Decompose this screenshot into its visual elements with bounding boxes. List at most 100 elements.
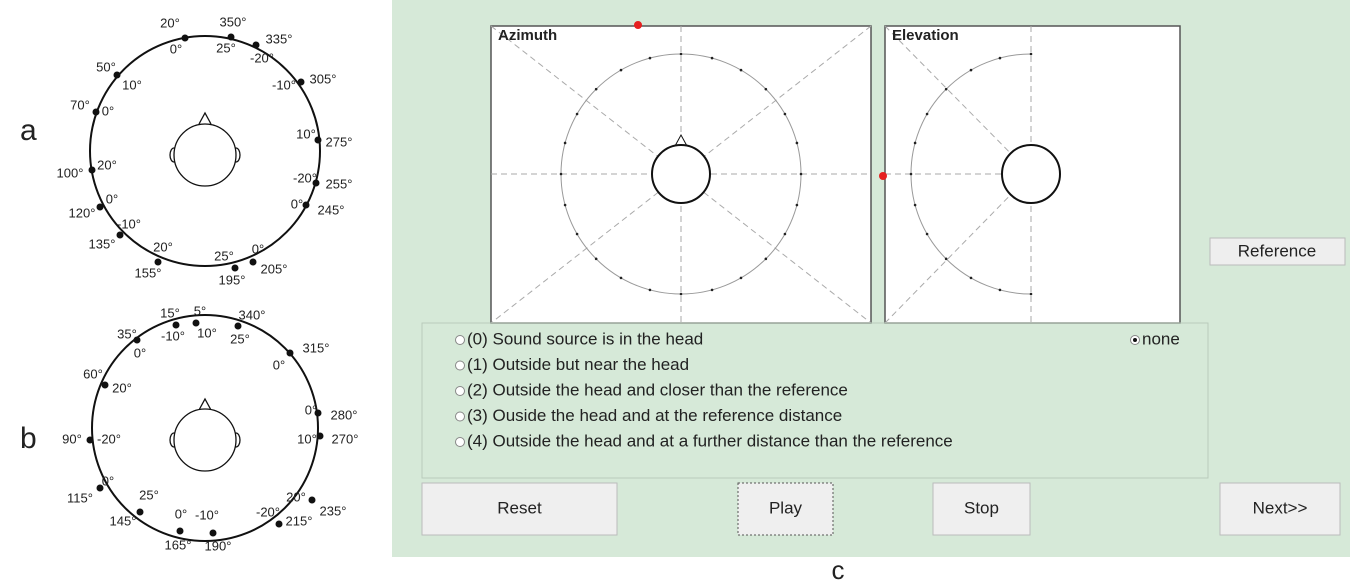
option-label[interactable]: (1) Outside but near the head: [467, 355, 689, 374]
ring-tick: [739, 276, 743, 280]
option-label[interactable]: (3) Ouside the head and at the reference…: [467, 406, 842, 425]
elevation-label: 25°: [216, 40, 236, 55]
azimuth-label: 20°: [160, 15, 180, 30]
azimuth-label: 245°: [318, 202, 345, 217]
speaker-dot: [181, 34, 189, 42]
elevation-label: 0°: [134, 345, 146, 360]
elevation-label: 0°: [291, 196, 303, 211]
radio[interactable]: [455, 360, 465, 371]
speaker-ring: [89, 35, 321, 267]
azimuth-label: 215°: [286, 513, 313, 528]
azimuth-plot: [490, 21, 872, 324]
speaker-dot: [88, 166, 96, 174]
ring-tick: [619, 68, 623, 72]
ring-tick: [799, 172, 803, 176]
azimuth-label: 90°: [62, 431, 82, 446]
ring-tick: [559, 172, 563, 176]
speaker-dot: [308, 496, 316, 504]
ring-tick: [594, 257, 598, 261]
speaker-dot: [312, 179, 320, 187]
elevation-label: 0°: [106, 191, 118, 206]
reference-button[interactable]: [1209, 237, 1346, 266]
elevation-label: -10°: [161, 328, 185, 343]
ring-tick: [1029, 292, 1033, 296]
azimuth-label: 70°: [70, 97, 90, 112]
button-label[interactable]: Next>>: [1253, 498, 1308, 517]
button[interactable]: [737, 482, 834, 536]
button[interactable]: [932, 482, 1031, 536]
ring-tick: [998, 288, 1002, 292]
button-label[interactable]: Reset: [497, 498, 542, 517]
radio[interactable]: [455, 335, 465, 345]
elevation-label: 0°: [170, 41, 182, 56]
elevation-label: 25°: [214, 248, 234, 263]
ring-tick: [1029, 52, 1033, 56]
azimuth-label: 100°: [57, 165, 84, 180]
azimuth-label: 205°: [261, 261, 288, 276]
azimuth-label: 255°: [326, 176, 353, 191]
ring-tick: [648, 56, 652, 60]
azimuth-label: 270°: [332, 431, 359, 446]
elevation-label: -10°: [195, 507, 219, 522]
radio[interactable]: [455, 411, 465, 422]
speaker-dot: [101, 381, 109, 389]
elevation-label: 25°: [230, 331, 250, 346]
elevation-label: 20°: [112, 380, 132, 395]
ring-tick: [925, 112, 929, 116]
ring-tick: [969, 276, 973, 280]
ring-tick: [913, 141, 917, 145]
radio[interactable]: [455, 437, 465, 447]
elevation-plot: [879, 25, 1181, 324]
azimuth-label: 315°: [303, 340, 330, 355]
azimuth-label: 235°: [320, 503, 347, 518]
button[interactable]: [1219, 482, 1341, 536]
speaker-dot: [86, 436, 94, 444]
azimuth-label: 155°: [135, 265, 162, 280]
ring-tick: [679, 292, 683, 296]
ring-tick: [739, 68, 743, 72]
ring-tick: [594, 87, 598, 91]
speaker-dot: [209, 529, 217, 537]
ring-tick: [764, 87, 768, 91]
option-label[interactable]: (2) Outside the head and closer than the…: [467, 380, 848, 399]
speaker-dot: [192, 319, 200, 327]
speaker-dot: [302, 201, 310, 209]
elevation-label: 0°: [305, 402, 317, 417]
azimuth-label: 195°: [219, 272, 246, 287]
azimuth-label: 135°: [89, 236, 116, 251]
option-label[interactable]: none: [1142, 329, 1180, 348]
button-label[interactable]: Reference: [1238, 241, 1316, 260]
panel-letter: b: [20, 422, 37, 455]
azimuth-label: 120°: [69, 205, 96, 220]
ring-tick: [944, 257, 948, 261]
speaker-dot: [154, 258, 162, 266]
speaker-dot: [227, 33, 235, 41]
option-label[interactable]: (0) Sound source is in the head: [467, 329, 703, 348]
ring-tick: [710, 56, 714, 60]
speaker-ring: [91, 314, 319, 542]
option-label[interactable]: (4) Outside the head and at a further di…: [467, 431, 953, 450]
elevation-label: 25°: [139, 487, 159, 502]
ring-tick: [998, 56, 1002, 60]
azimuth-label: 340°: [239, 307, 266, 322]
button[interactable]: [421, 482, 618, 536]
elevation-label: -10°: [117, 216, 141, 231]
button-label[interactable]: Play: [769, 498, 803, 517]
speaker-dot: [297, 78, 305, 86]
azimuth-label: 190°: [205, 538, 232, 553]
ring-tick: [563, 203, 567, 207]
azimuth-label: 165°: [165, 537, 192, 552]
radio-selected: [1133, 338, 1137, 342]
azimuth-label: 275°: [326, 134, 353, 149]
speaker-dot: [133, 336, 141, 344]
radio[interactable]: [455, 386, 465, 396]
option-group: [421, 322, 1209, 479]
ring-tick: [783, 112, 787, 116]
ring-tick: [925, 232, 929, 236]
elevation-label: 0°: [175, 506, 187, 521]
speaker-dot: [314, 136, 322, 144]
azimuth-label: 50°: [96, 59, 116, 74]
ring-tick: [575, 232, 579, 236]
ring-tick: [648, 288, 652, 292]
button-label[interactable]: Stop: [964, 498, 999, 517]
